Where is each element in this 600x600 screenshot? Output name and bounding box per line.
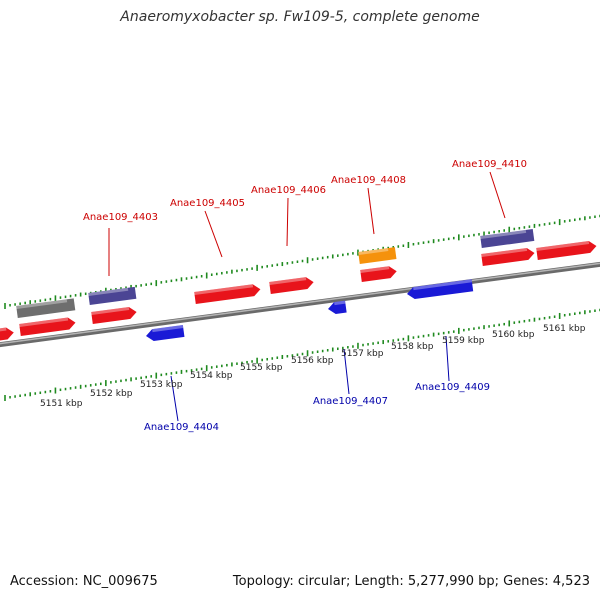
gene-label: Anae109_4404 [144,422,219,433]
scale-label: 5156 kbp [291,356,334,366]
gene-arrow-forward [481,247,535,266]
gene-label-line [367,187,375,235]
gene-label-lines [108,171,506,422]
scale-label: 5155 kbp [240,363,283,373]
gene-label: Anae109_4407 [313,396,388,407]
gene-label-line [204,210,223,258]
scale-label: 5158 kbp [391,342,434,352]
gene-label-line [445,335,450,382]
gene-label: Anae109_4406 [251,185,326,196]
genome-backbone [0,261,600,348]
scale-label: 5161 kbp [543,324,586,334]
gene-arrow-reverse [328,300,347,315]
gene-label: Anae109_4410 [452,159,527,170]
gene-arrow-forward [536,241,597,260]
scale-label: 5154 kbp [190,371,233,381]
gene-label-line [170,375,179,422]
gene-labels: Anae109_4403 Anae109_4404 Anae109_4405 Anae… [83,159,527,433]
gene-arrow-forward [269,277,314,294]
scale-labels: 5151 kbp 5152 kbp 5153 kbp 5154 kbp 5155 kbp… [40,324,586,409]
gene-arrow-forward [91,307,137,324]
scale-label: 5159 kbp [442,336,485,346]
gene-arrow-forward [19,317,76,336]
gene-label-line [343,348,350,395]
gene-arrow-other [88,286,137,305]
gene-label-line [489,171,506,219]
gene-label: Anae109_4405 [170,198,245,209]
accession-text: Accession: NC_009675 [10,574,158,589]
gene-arrow-rna [358,247,397,264]
gene-label-line [286,197,289,247]
scale-label: 5157 kbp [341,349,384,359]
scale-label: 5152 kbp [90,389,133,399]
gene-arrow-grey [16,298,76,318]
scale-label: 5160 kbp [492,330,535,340]
gene-arrow-forward [194,284,261,304]
gene-label: Anae109_4408 [331,175,406,186]
gene-arrow-other [480,229,535,248]
gene-arrow-reverse [146,325,185,342]
scale-label: 5153 kbp [140,380,183,390]
lower-tick-track [4,308,600,401]
gene-arrow-forward [0,327,14,342]
gene-arrow-forward [360,266,397,282]
genome-info-text: Topology: circular; Length: 5,277,990 bp… [232,574,590,589]
gene-features [0,229,597,342]
gene-label: Anae109_4409 [415,382,490,393]
scale-label: 5151 kbp [40,399,83,409]
map-title: Anaeromyxobacter sp. Fw109-5, complete g… [120,9,480,25]
gene-label: Anae109_4403 [83,212,158,223]
genome-backbone-highlight [0,262,600,345]
gene-arrow-reverse [407,279,474,300]
